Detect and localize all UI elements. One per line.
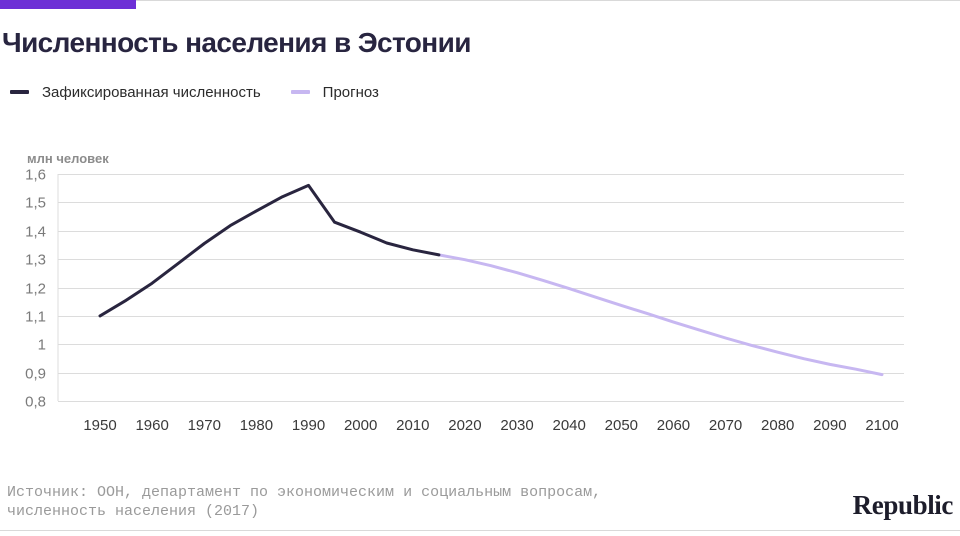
legend: Зафиксированная численность Прогноз xyxy=(10,82,409,102)
y-tick-label: 1,4 xyxy=(25,224,46,241)
x-tick-label: 1980 xyxy=(240,417,273,434)
legend-swatch-actual xyxy=(10,90,29,94)
legend-item-forecast: Прогноз xyxy=(290,83,379,101)
chart-title: Численность населения в Эстонии xyxy=(2,27,471,58)
source-note: Источник: ООН, департамент по экономичес… xyxy=(7,484,602,520)
x-tick-label: 2020 xyxy=(448,417,481,434)
y-tick-labels: 0,8 0,9 1 1,1 1,2 1,3 1,4 1,5 1,6 xyxy=(25,167,46,411)
y-tick-label: 1,6 xyxy=(25,167,46,184)
series-lines xyxy=(98,183,884,377)
x-tick-label: 2000 xyxy=(344,417,377,434)
bottom-divider xyxy=(0,530,960,531)
y-axis-label: млн человек xyxy=(27,151,109,166)
y-tick-label: 0,8 xyxy=(25,394,46,411)
y-tick-label: 0,9 xyxy=(25,366,46,383)
y-tick-label: 1 xyxy=(38,337,46,354)
x-tick-label: 2030 xyxy=(500,417,533,434)
line-chart: 0,80,911,11,21,31,41,51,6 1950 1960 1970 19… xyxy=(25,151,904,434)
x-tick-label: 1990 xyxy=(292,417,325,434)
x-tick-label: 2040 xyxy=(553,417,586,434)
x-tick-label: 1960 xyxy=(135,417,168,434)
x-tick-label: 2090 xyxy=(813,417,846,434)
x-tick-labels: 1950 1960 1970 1980 1990 2000 2010 2020 2030 2040… xyxy=(83,417,898,434)
series-line-actual xyxy=(98,183,441,318)
x-tick-label: 2050 xyxy=(605,417,638,434)
x-tick-label: 2080 xyxy=(761,417,794,434)
x-tick-label: 2070 xyxy=(709,417,742,434)
legend-item-actual: Зафиксированная численность xyxy=(10,84,261,101)
republic-logo: Republic xyxy=(852,490,954,520)
legend-swatch-forecast xyxy=(290,90,310,94)
legend-label-actual: Зафиксированная численность xyxy=(42,83,261,101)
grid-lines xyxy=(57,174,904,402)
series-line-forecast xyxy=(437,253,884,377)
accent-bar xyxy=(0,0,136,9)
top-divider xyxy=(0,0,960,1)
x-tick-label: 2010 xyxy=(396,417,429,434)
x-tick-label: 2100 xyxy=(865,417,898,434)
y-tick-label: 1,1 xyxy=(25,309,46,326)
y-tick-label: 1,2 xyxy=(25,281,46,298)
x-tick-label: 1970 xyxy=(188,417,221,434)
legend-label-forecast: Прогноз xyxy=(322,83,379,101)
x-tick-label: 2060 xyxy=(657,417,690,434)
x-tick-label: 1950 xyxy=(83,417,116,434)
y-tick-label: 1,3 xyxy=(25,252,46,269)
y-tick-label: 1,5 xyxy=(25,195,46,212)
